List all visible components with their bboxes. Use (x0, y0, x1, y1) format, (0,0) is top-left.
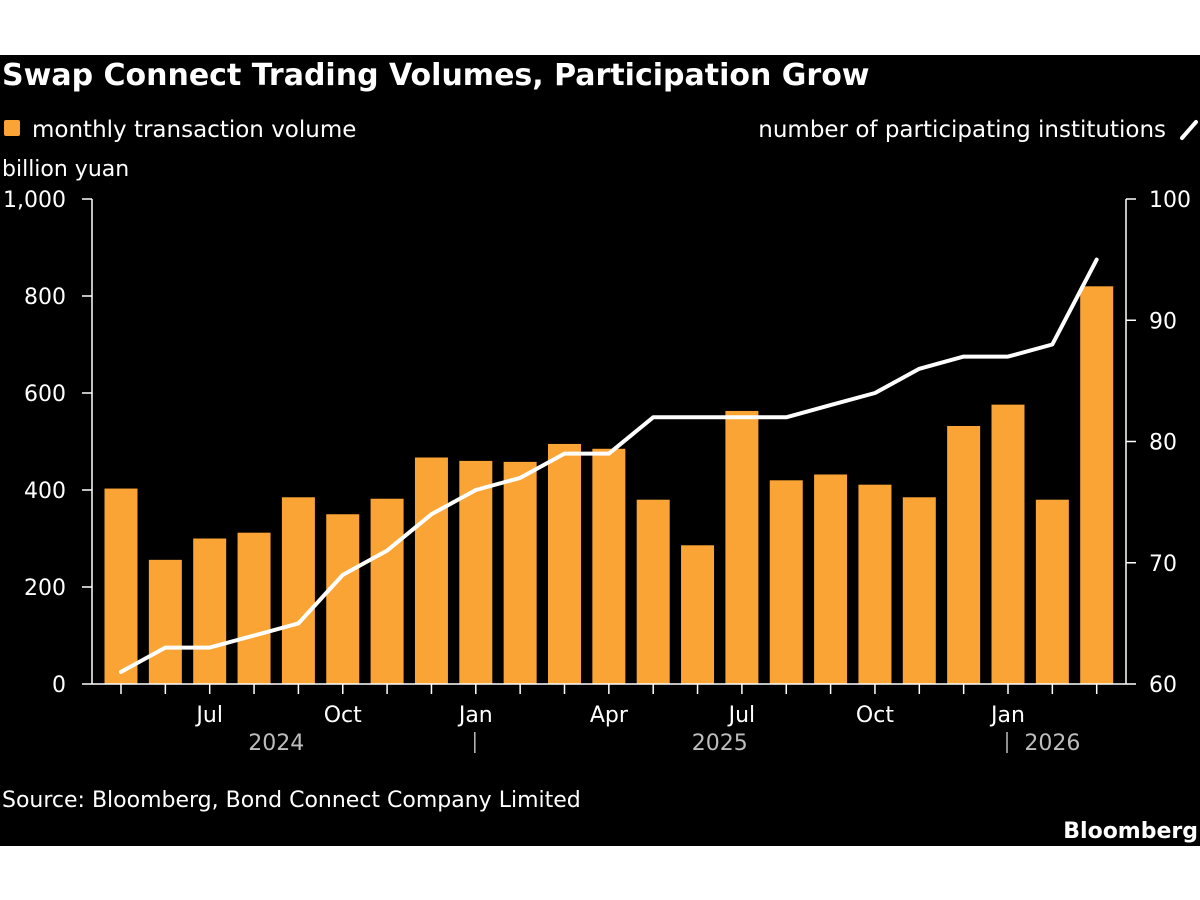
left-tick-label: 0 (52, 673, 66, 698)
volume-bar (636, 499, 670, 684)
year-label: 2026 (1024, 731, 1080, 756)
volume-bar (858, 484, 892, 684)
x-tick-label: Apr (590, 703, 629, 728)
volume-bar (370, 498, 404, 684)
volume-bar (1080, 286, 1114, 684)
left-tick-label: 1,000 (3, 188, 66, 213)
volume-bar (326, 514, 360, 684)
left-tick-label: 200 (24, 576, 66, 601)
line-series (119, 257, 1099, 674)
x-tick-label: Oct (856, 703, 894, 728)
chart-svg: Swap Connect Trading Volumes, Participat… (2, 58, 1198, 844)
volume-bar (193, 538, 227, 684)
volume-bar (592, 448, 626, 684)
volume-bar (814, 474, 848, 684)
volume-bar (681, 545, 715, 684)
legend-line-label: number of participating institutions (758, 117, 1166, 143)
volume-bar (902, 497, 936, 684)
left-tick-label: 600 (24, 382, 66, 407)
x-tick-label: Oct (324, 703, 362, 728)
chart-title: Swap Connect Trading Volumes, Participat… (2, 58, 870, 93)
left-axis: 0 200 400 600 800 1,000 (3, 188, 93, 698)
source-note: Source: Bloomberg, Bond Connect Company … (2, 788, 581, 813)
volume-bar (947, 425, 981, 684)
volume-bar (237, 532, 271, 684)
x-tick-label: Jul (727, 703, 756, 728)
volume-bar (1035, 499, 1069, 684)
institutions-line (119, 257, 1099, 674)
right-tick-label: 70 (1149, 552, 1177, 577)
bar-series (104, 286, 1114, 684)
left-tick-label: 800 (24, 285, 66, 310)
volume-bar (769, 480, 803, 684)
x-tick-label: Jan (457, 703, 493, 728)
legend-line-swatch (1180, 120, 1198, 140)
right-tick-label: 90 (1149, 309, 1177, 334)
bloomberg-logo: Bloomberg (1063, 819, 1198, 844)
volume-bar (104, 488, 138, 684)
year-label: 2025 (692, 731, 748, 756)
left-tick-label: 400 (24, 479, 66, 504)
right-tick-label: 80 (1149, 431, 1177, 456)
volume-bar (281, 497, 315, 684)
volume-bar (148, 559, 182, 684)
volume-bar (414, 457, 448, 684)
year-label: 2024 (248, 731, 304, 756)
x-tick-label: Jul (194, 703, 223, 728)
x-axis: Jul Oct Jan Apr Jul Oct Jan 2024 2025 2026 (92, 683, 1126, 756)
right-tick-label: 60 (1149, 673, 1177, 698)
right-axis: 60 70 80 90 100 (1125, 188, 1191, 698)
left-axis-unit: billion yuan (2, 157, 129, 182)
volume-bar (503, 461, 537, 684)
x-tick-label: Jan (989, 703, 1025, 728)
chart-panel: Swap Connect Trading Volumes, Participat… (0, 55, 1200, 846)
volume-bar (991, 404, 1025, 684)
right-tick-label: 100 (1149, 188, 1191, 213)
volume-bar (548, 443, 581, 684)
volume-bar (725, 410, 759, 684)
legend-bar-swatch (4, 120, 20, 136)
legend-bar-label: monthly transaction volume (32, 117, 356, 143)
